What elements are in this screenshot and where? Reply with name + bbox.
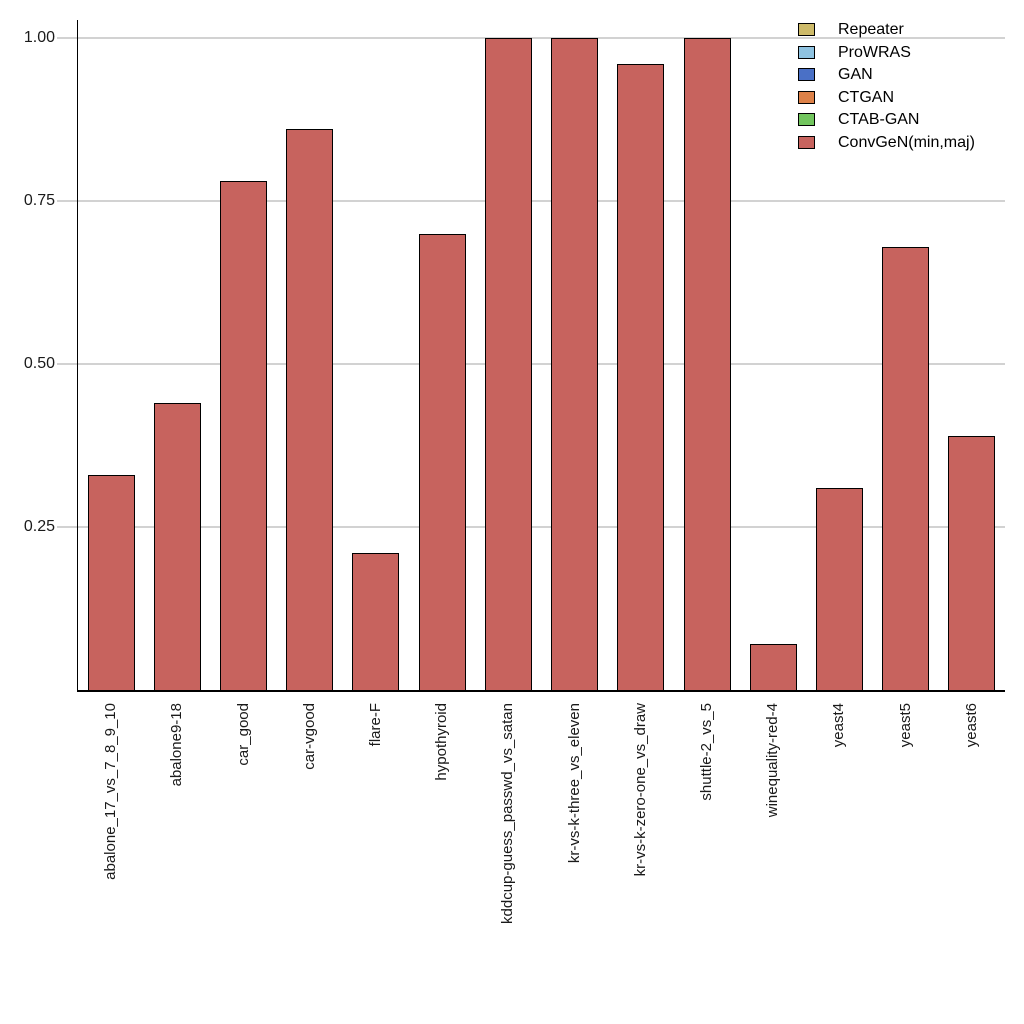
bar-kddcup-guess_passwd_vs_satan [484, 38, 532, 690]
x-tick-label-hypothyroid: hypothyroid [433, 703, 451, 781]
y-tick-label-0.25: 0.25 [23, 518, 55, 535]
legend-swatch-CTGAN [798, 90, 815, 104]
bar-kr-vs-k-zero-one_vs_draw [617, 64, 665, 690]
x-tick-label-abalone_17_vs_7_8_9_10: abalone_17_vs_7_8_9_10 [102, 703, 120, 880]
x-tick-label-winequality-red-4: winequality-red-4 [764, 703, 782, 818]
y-axis-line [76, 20, 78, 692]
legend-label-ProWRAS: ProWRAS [838, 43, 911, 61]
legend-swatch-CTAB-GAN [798, 113, 815, 127]
x-tick-label-yeast4: yeast4 [830, 703, 848, 748]
x-tick-label-car_good: car_good [234, 703, 252, 766]
gridline-1.00 [57, 37, 1005, 39]
bar-shuttle-2_vs_5 [683, 38, 731, 690]
legend-label-GAN: GAN [838, 66, 873, 84]
x-tick-label-kddcup-guess_passwd_vs_satan: kddcup-guess_passwd_vs_satan [499, 703, 517, 924]
x-tick-label-kr-vs-k-three_vs_eleven: kr-vs-k-three_vs_eleven [565, 703, 583, 864]
bar-car_good [220, 181, 268, 690]
legend-swatch-GAN [798, 68, 815, 82]
x-tick-label-abalone9-18: abalone9-18 [168, 703, 186, 787]
y-tick-label-0.50: 0.50 [23, 355, 55, 372]
x-tick-label-car-vgood: car-vgood [300, 703, 318, 770]
legend-label-CTGAN: CTGAN [838, 88, 894, 106]
bar-car-vgood [286, 129, 334, 690]
legend-swatch-ProWRAS [798, 45, 815, 59]
legend-swatch-ConvGeN(min,maj) [798, 135, 815, 149]
x-tick-label-shuttle-2_vs_5: shuttle-2_vs_5 [698, 703, 716, 801]
bar-hypothyroid [418, 233, 466, 690]
legend-swatch-Repeater [798, 23, 815, 36]
bar-yeast4 [815, 487, 863, 690]
legend-label-ConvGeN(min,maj): ConvGeN(min,maj) [838, 133, 975, 151]
x-tick-label-flare-F: flare-F [366, 703, 384, 747]
x-tick-label-kr-vs-k-zero-one_vs_draw: kr-vs-k-zero-one_vs_draw [631, 703, 649, 877]
bar-abalone9-18 [153, 403, 201, 690]
legend-label-Repeater: Repeater [838, 21, 904, 38]
bar-abalone_17_vs_7_8_9_10 [87, 474, 135, 690]
y-tick-label-1.00: 1.00 [23, 29, 55, 46]
bar-winequality-red-4 [749, 644, 797, 690]
x-tick-label-yeast5: yeast5 [896, 703, 914, 748]
bar-yeast6 [948, 435, 996, 690]
x-tick-label-yeast6: yeast6 [962, 703, 980, 748]
y-tick-label-0.75: 0.75 [23, 192, 55, 209]
bar-yeast5 [882, 246, 930, 690]
bar-kr-vs-k-three_vs_eleven [551, 38, 599, 690]
bar-flare-F [352, 553, 400, 690]
legend-label-CTAB-GAN: CTAB-GAN [838, 111, 920, 129]
x-axis-line [76, 690, 1005, 692]
